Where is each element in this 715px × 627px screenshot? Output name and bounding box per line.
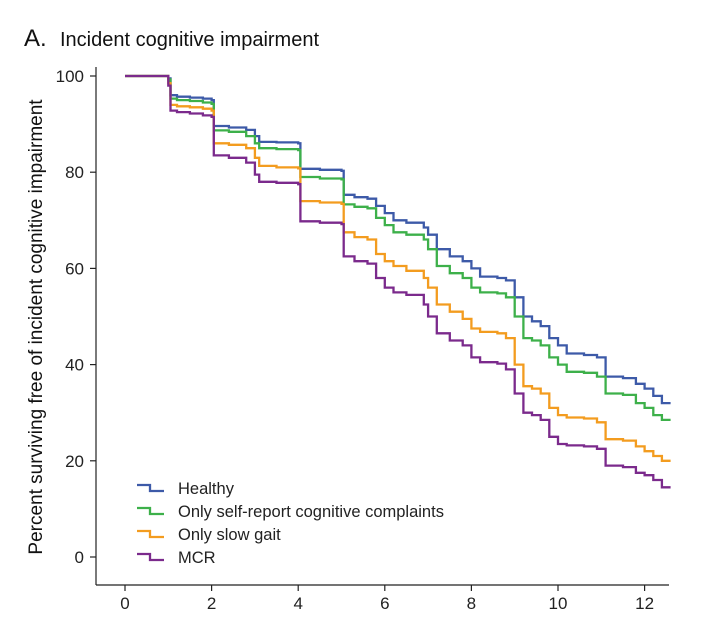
axes: 0 20 40 60 80 100 0 2 4 6 8 10 12 [56, 67, 669, 613]
legend-swatch-mcr [137, 552, 164, 562]
series-lines [125, 74, 671, 489]
legend: Healthy Only self-report cognitive compla… [137, 480, 444, 567]
legend-swatch-only-self-report-cognitive-complaints [137, 506, 164, 516]
legend-label-mcr: MCR [178, 549, 216, 567]
legend-swatch-only-slow-gait [137, 529, 164, 539]
y-tick-label: 100 [56, 67, 84, 86]
y-tick-label: 60 [65, 259, 84, 278]
y-tick-label: 0 [75, 548, 84, 567]
legend-label-only-slow-gait: Only slow gait [178, 526, 281, 544]
x-tick-label: 6 [380, 594, 389, 613]
y-tick-label: 20 [65, 452, 84, 471]
x-tick-label: 8 [467, 594, 476, 613]
series-line-mcr [125, 74, 671, 489]
x-tick-label: 12 [635, 594, 654, 613]
x-tick-label: 0 [120, 594, 129, 613]
x-tick-label: 2 [207, 594, 216, 613]
chart-title: Incident cognitive impairment [60, 29, 319, 51]
y-tick-label: 80 [65, 163, 84, 182]
series-line-only-self-report-cognitive-complaints [125, 74, 671, 422]
x-tick-label: 4 [293, 594, 302, 613]
panel-label: A. [24, 25, 47, 52]
y-tick-label: 40 [65, 356, 84, 375]
series-line-only-slow-gait [125, 74, 671, 462]
x-tick-label: 10 [549, 594, 568, 613]
legend-swatch-healthy [137, 483, 164, 493]
legend-label-healthy: Healthy [178, 480, 235, 498]
legend-label-only-self-report-cognitive-complaints: Only self-report cognitive complaints [178, 503, 444, 521]
series-line-healthy [125, 74, 671, 405]
y-axis-label: Percent surviving free of incident cogni… [26, 99, 47, 555]
